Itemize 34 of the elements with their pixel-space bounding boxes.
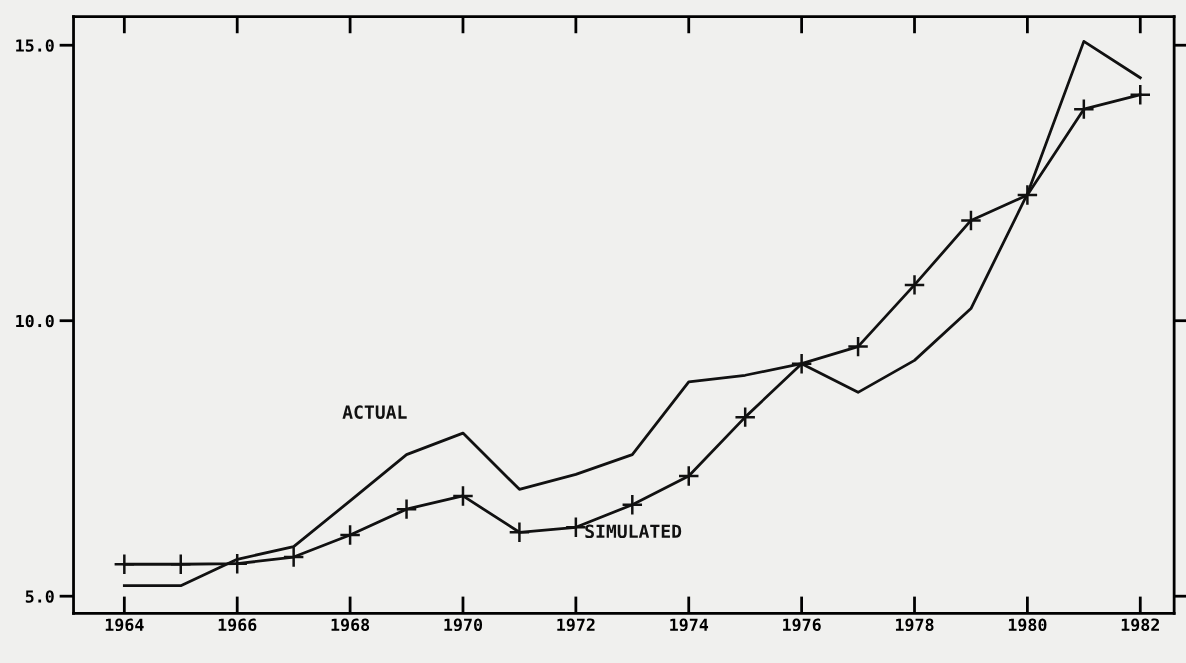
point (959, 209, 982, 232)
point (734, 406, 757, 429)
point (508, 521, 531, 544)
point (677, 465, 700, 488)
x-tick-label: 1968 (331, 618, 370, 632)
point (339, 524, 362, 547)
series-label: SIMULATED (585, 524, 682, 539)
x-tick-label: 1982 (1121, 618, 1159, 632)
point (1072, 98, 1095, 121)
point (395, 498, 418, 521)
point (282, 546, 305, 569)
point (790, 352, 813, 375)
point (564, 516, 587, 539)
point (113, 553, 136, 576)
point (903, 273, 926, 296)
x-tick-label: 1974 (670, 618, 709, 632)
x-tick-label: 1980 (1008, 618, 1047, 632)
x-tick-label: 1978 (895, 618, 934, 632)
point (452, 484, 474, 507)
y-tick-label: 10.0 (16, 314, 54, 328)
x-tick-label: 1972 (557, 618, 595, 632)
point (1016, 184, 1039, 207)
y-tick-label: 5.0 (25, 590, 54, 603)
point (847, 335, 870, 358)
series-label: ACTUAL (342, 405, 407, 419)
point (621, 493, 644, 516)
y-tick-label: 15.0 (16, 39, 54, 52)
x-tick-label: 1964 (105, 618, 144, 632)
x-tick-label: 1966 (218, 618, 257, 632)
x-tick-label: 1970 (444, 618, 483, 632)
point (226, 552, 249, 575)
point (169, 553, 192, 576)
x-tick-label: 1976 (783, 618, 821, 632)
point (1129, 83, 1152, 106)
